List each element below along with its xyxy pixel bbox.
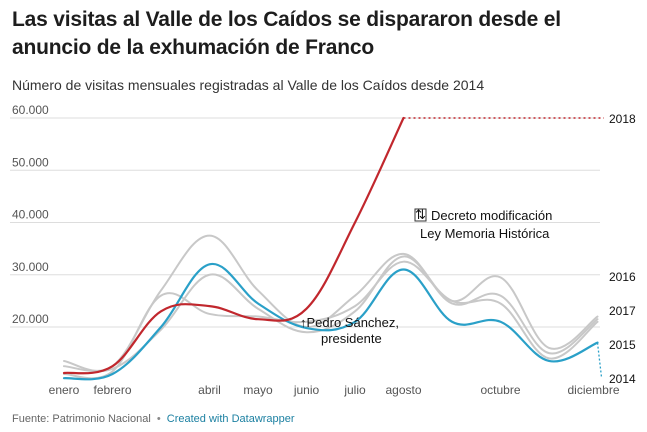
x-tick-label: julio	[343, 383, 366, 397]
decree-icon	[414, 208, 427, 222]
y-tick-label: 20.000	[12, 312, 49, 326]
chart-footer: Fuente: Patrimonio Nacional • Created wi…	[12, 413, 295, 425]
x-tick-label: febrero	[93, 383, 131, 397]
x-tick-label: abril	[198, 383, 221, 397]
datawrapper-credit-link[interactable]: Created with Datawrapper	[166, 413, 295, 425]
series-line-2017	[63, 255, 599, 373]
end-label-2017: 2017	[609, 304, 636, 318]
end-label-2018: 2018	[609, 112, 636, 126]
end-label-2014: 2014	[609, 372, 636, 386]
series-line-2015	[62, 263, 599, 381]
footer-separator: •	[156, 413, 161, 425]
annotation-decreto-line2: Ley Memoria Histórica	[420, 226, 550, 241]
x-tick-label: junio	[293, 383, 320, 397]
series-line-unlabeled	[63, 260, 599, 380]
series-end-labels: 2018 2016 2017 2015 2014	[609, 112, 636, 386]
x-tick-label: diciembre	[567, 383, 619, 397]
y-tick-label: 60.000	[12, 103, 49, 117]
x-axis-ticks: enero febrero abril mayo junio julio agosto oct…	[49, 383, 620, 397]
decree-icon-glyph: ⇅	[415, 207, 426, 222]
end-label-2015: 2015	[609, 338, 636, 352]
x-tick-label: mayo	[243, 383, 273, 397]
x-tick-label: enero	[49, 383, 80, 397]
chart-subtitle: Número de visitas mensuales registradas …	[12, 77, 485, 93]
annotations: ↑Pedro Sánchez,presidente ⇅ Decreto modifi…	[300, 207, 552, 346]
series-lines	[62, 116, 604, 381]
annotation-pedro-sanchez: ↑Pedro Sánchez,	[300, 315, 399, 330]
annotation-decreto: Decreto modificación	[431, 208, 552, 223]
y-tick-label: 30.000	[12, 260, 49, 274]
chart-title: Las visitas al Valle de los Caídos se di…	[12, 8, 561, 59]
end-label-2016: 2016	[609, 270, 636, 284]
y-tick-label: 40.000	[12, 208, 49, 222]
source-note: Fuente: Patrimonio Nacional	[12, 413, 151, 425]
y-axis-ticks: 20.000 30.000 40.000 50.000 60.000	[12, 103, 49, 326]
series-line-2018	[62, 116, 405, 375]
annotation-pedro-sanchez-line2: presidente	[321, 331, 382, 346]
y-tick-label: 50.000	[12, 155, 49, 169]
x-tick-label: agosto	[385, 383, 421, 397]
x-tick-label: octubre	[480, 383, 520, 397]
projection-2014	[596, 342, 603, 378]
series-line-2016	[63, 234, 599, 372]
